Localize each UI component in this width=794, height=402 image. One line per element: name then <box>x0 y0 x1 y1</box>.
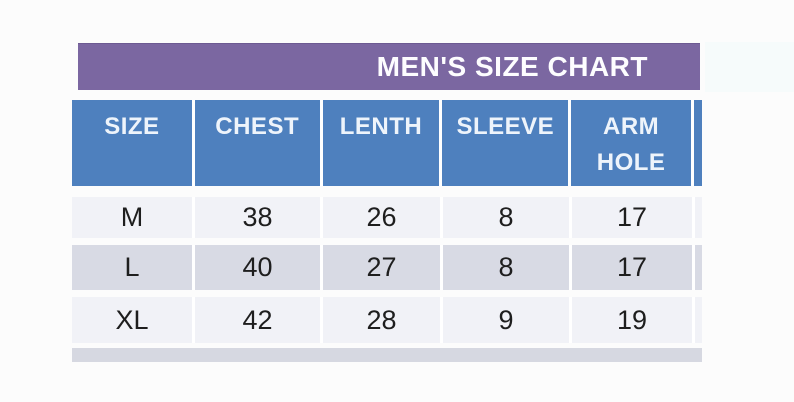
header-sliver-cell <box>694 100 702 186</box>
column-header-chest: CHEST <box>194 100 323 186</box>
page-title: MEN'S SIZE CHART <box>376 51 648 82</box>
table-header-row: SIZE CHEST LENTH SLEEVE ARM HOLE <box>72 100 702 186</box>
cell-size: L <box>72 245 195 290</box>
column-header-lenth: LENTH <box>322 100 443 186</box>
cell-size: M <box>72 197 195 238</box>
photo-artifact-tint <box>705 42 794 92</box>
cell-chest: 42 <box>195 297 323 343</box>
partial-next-row-strip <box>72 348 702 362</box>
table-row-xl: XL 42 28 9 19 <box>72 297 702 343</box>
cell-sleeve: 9 <box>443 297 572 343</box>
cell-sleeve: 8 <box>443 245 572 290</box>
table-row-m: M 38 26 8 17 <box>72 197 702 238</box>
row-sliver-cell <box>695 245 702 290</box>
cell-lenth: 26 <box>323 197 443 238</box>
size-table: SIZE CHEST LENTH SLEEVE ARM HOLE M 38 26… <box>72 100 702 362</box>
title-banner: MEN'S SIZE CHART <box>78 43 700 90</box>
cell-lenth: 27 <box>323 245 443 290</box>
cell-armhole: 19 <box>572 297 695 343</box>
cell-chest: 40 <box>195 245 323 290</box>
cell-sleeve: 8 <box>443 197 572 238</box>
cell-armhole: 17 <box>572 197 695 238</box>
row-sliver-cell <box>695 197 702 238</box>
cell-chest: 38 <box>195 197 323 238</box>
column-header-size: SIZE <box>72 100 195 186</box>
cell-size: XL <box>72 297 195 343</box>
column-header-sleeve: SLEEVE <box>442 100 572 186</box>
cell-lenth: 28 <box>323 297 443 343</box>
column-header-armhole: ARM HOLE <box>571 100 694 186</box>
row-sliver-cell <box>695 297 702 343</box>
cell-armhole: 17 <box>572 245 695 290</box>
table-row-l: L 40 27 8 17 <box>72 245 702 290</box>
